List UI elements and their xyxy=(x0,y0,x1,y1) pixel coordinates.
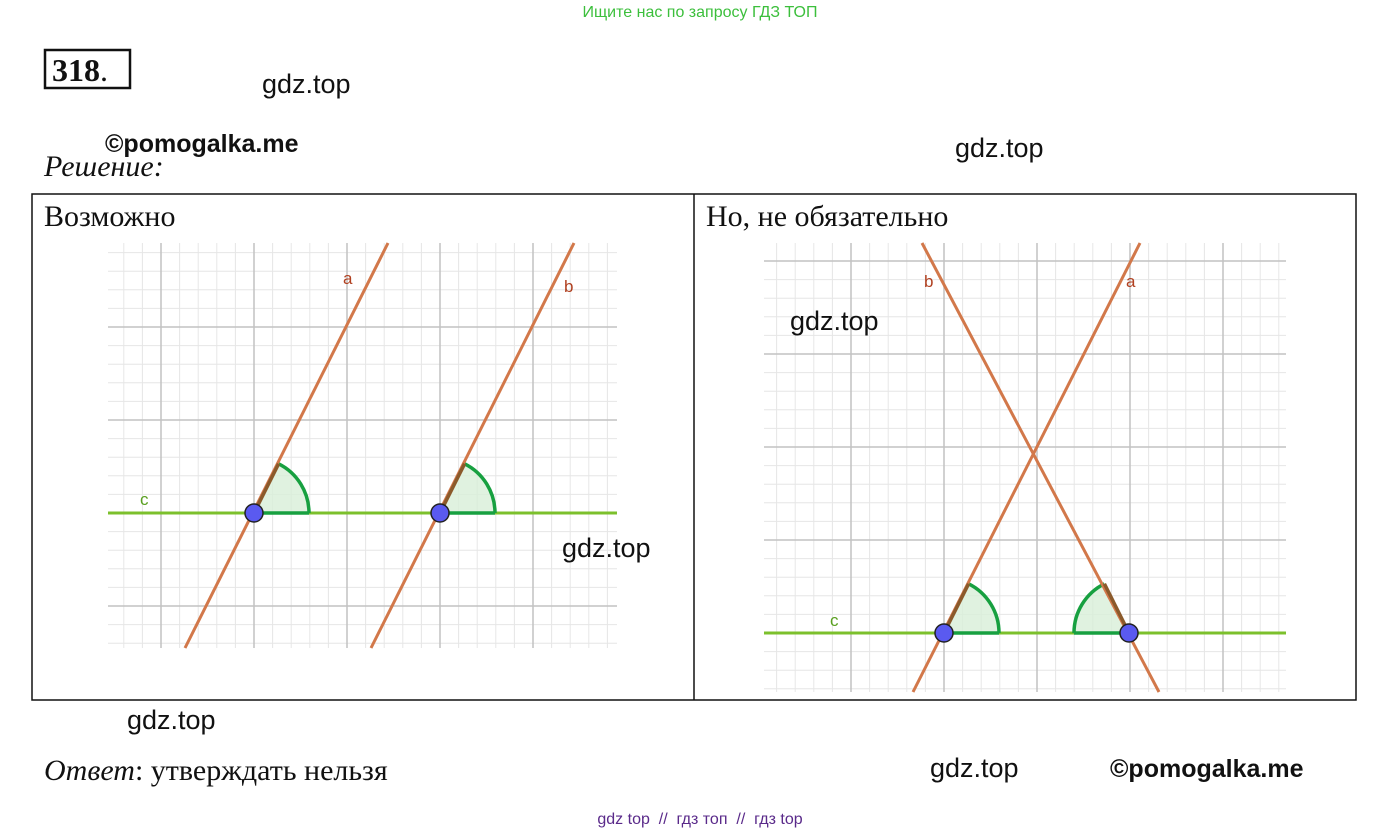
number-box xyxy=(43,48,132,90)
diagram-left: a b c xyxy=(108,242,617,649)
angle-arc xyxy=(463,462,497,514)
header-note: Ищите нас по запросу ГДЗ ТОП xyxy=(583,4,818,21)
point xyxy=(1119,623,1139,643)
angle-fill xyxy=(440,463,496,513)
footer: gdz top // гдз топ // гдз top xyxy=(597,811,802,828)
angle-arc xyxy=(277,462,311,514)
answer-label: Ответ xyxy=(44,754,135,787)
panel-caption: Возможно xyxy=(44,200,175,233)
answer: Ответ: утверждать нельзя xyxy=(44,754,388,787)
copyright: ©pomogalka.me xyxy=(1110,755,1304,783)
watermark: gdz.top xyxy=(127,705,216,735)
line-label: b xyxy=(564,277,573,296)
watermark: gdz.top xyxy=(562,533,651,563)
point xyxy=(934,623,954,643)
angle-arc xyxy=(967,582,1001,634)
number-suffix: . xyxy=(100,52,108,88)
angle-fill xyxy=(254,463,310,513)
line-label: b xyxy=(924,272,933,291)
diagram-right: b a c xyxy=(764,242,1286,693)
watermark: gdz.top xyxy=(955,133,1044,163)
angle-fill xyxy=(1074,583,1129,633)
watermark: gdz.top xyxy=(262,69,351,99)
line-label: c xyxy=(140,490,149,509)
line-label: a xyxy=(1126,272,1136,291)
grid xyxy=(108,243,617,648)
line-label: a xyxy=(343,269,353,288)
point xyxy=(244,503,264,523)
answer-text: : утверждать нельзя xyxy=(135,754,388,787)
watermark: gdz.top xyxy=(790,306,879,336)
angle-fill xyxy=(944,583,1000,633)
watermark: gdz.top xyxy=(930,753,1019,783)
problem-number: 318. xyxy=(52,52,108,88)
copyright: ©pomogalka.me xyxy=(105,130,299,158)
number: 318 xyxy=(52,52,100,88)
point xyxy=(430,503,450,523)
panel-caption: Но, не обязательно xyxy=(706,200,948,233)
line-a xyxy=(183,242,390,649)
solution-label: Решение: xyxy=(43,150,164,183)
line-b xyxy=(369,242,576,649)
angle-arc xyxy=(1072,582,1106,634)
line-label: c xyxy=(830,611,839,630)
